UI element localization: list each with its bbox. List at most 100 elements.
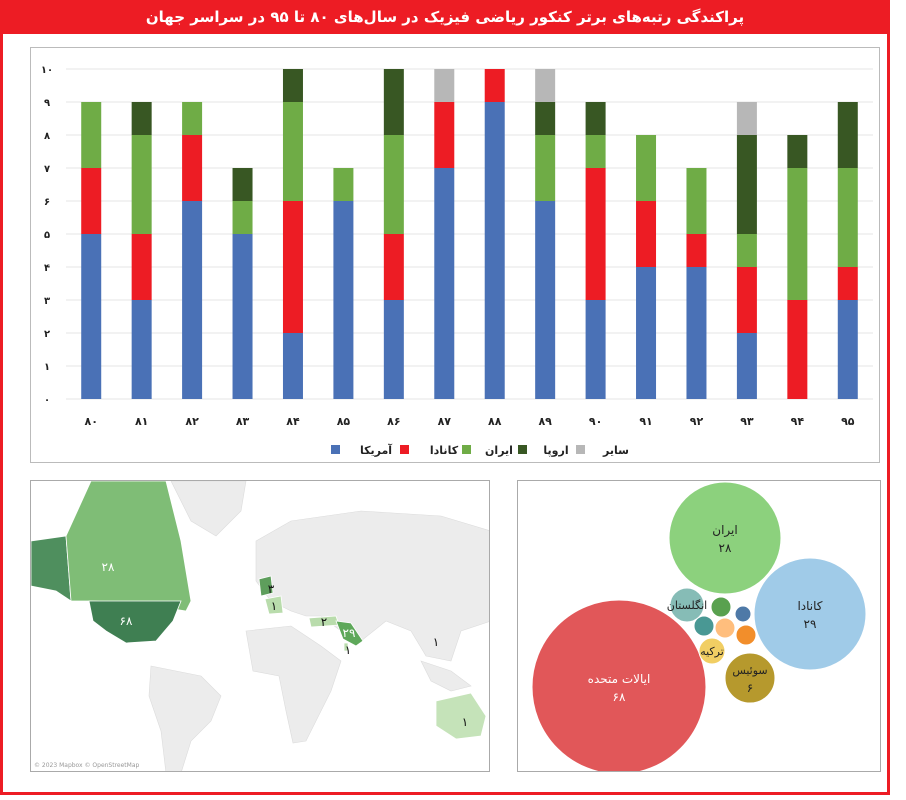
bubble [693, 615, 715, 637]
y-tick-label: ۴ [44, 263, 50, 274]
bubble [714, 617, 736, 639]
page-title: پراکندگی رتبه‌های برتر کنکور ریاضی فیزیک… [0, 0, 890, 34]
bar-segment [131, 300, 152, 399]
map-south-america [148, 665, 222, 771]
bar-segment [636, 135, 657, 201]
map-canada [65, 481, 192, 612]
y-tick-label: ۸ [44, 131, 50, 142]
bar-segment [585, 300, 606, 399]
map-southeast-asia [420, 660, 472, 692]
map-europe-asia [255, 510, 489, 662]
map-alaska [31, 535, 72, 602]
bar-segment [131, 135, 152, 234]
bar-segment [383, 69, 404, 135]
bar-segment [333, 168, 354, 201]
bar-segment [736, 135, 757, 234]
y-tick-label: ۲ [44, 329, 50, 340]
legend-label: اروپا [543, 444, 568, 457]
world-map-panel: ۲۸ ۶۸ ۳ ۱ ۲ ۲۹ ۱ ۱ ۱ © 2023 Mapbox © OpenStreetM… [30, 480, 490, 772]
bar-segment [585, 102, 606, 135]
map-africa [245, 625, 342, 744]
map-france [264, 595, 284, 615]
map-label-uk: ۳ [268, 582, 275, 596]
legend-swatch [331, 445, 340, 454]
bubble [669, 587, 705, 623]
y-tick-label: ۹ [44, 98, 50, 109]
y-tick-label: ۳ [44, 296, 50, 307]
y-tick-label: ۵ [44, 230, 50, 241]
bar-segment [383, 135, 404, 234]
map-label-canada: ۲۸ [102, 560, 115, 574]
map-usa [88, 600, 182, 644]
bubble [710, 596, 732, 618]
x-tick-label: ۹۲ [690, 415, 704, 428]
bar-segment [81, 168, 102, 234]
bar-segment [131, 234, 152, 300]
bar-segment [686, 234, 707, 267]
x-tick-label: ۹۵ [841, 415, 855, 428]
x-tick-label: ۸۹ [538, 415, 552, 428]
bar-segment [535, 135, 556, 201]
stacked-bar-chart-panel: ۰ ۱ ۲ ۳ ۴ ۵ ۶ ۷ ۸ ۹ ۱۰ ۸۰ ۸۱ ۸۲ ۸۳ ۸۴ ۸۵ ۸۶ ۸۷ ۸۸ ۸۹ ۹۰ ۹۱ ۹۲ ۹۳… [30, 47, 880, 463]
x-tick-label: ۸۸ [488, 415, 502, 428]
legend-swatch [462, 445, 471, 454]
x-tick-label: ۹۴ [791, 415, 805, 428]
bubble [753, 557, 867, 671]
bar-segment [282, 201, 303, 333]
bar-segment [686, 267, 707, 399]
x-tick-label: ۸۱ [135, 415, 148, 428]
map-label-china: ۱ [433, 635, 439, 649]
map-iran [335, 620, 364, 647]
bar-segment [282, 333, 303, 399]
bubble-value: ۶۸ [613, 690, 626, 704]
x-tick-label: ۸۶ [387, 415, 400, 428]
bubble-label: ترکیه [700, 645, 724, 658]
bubble-value: ۲۹ [804, 617, 817, 631]
bubble-label: ایالات متحده [588, 672, 651, 686]
bar-segment [535, 201, 556, 399]
map-label-iran: ۲۹ [343, 626, 356, 640]
x-tick-label: ۹۰ [589, 415, 602, 428]
bar-segment [686, 168, 707, 234]
bar-segment [434, 102, 455, 168]
map-australia [435, 692, 487, 740]
bubble [531, 599, 707, 771]
bar-segment [484, 102, 505, 399]
bubble-label: ایران [712, 523, 737, 538]
map-gulf [343, 642, 349, 652]
map-label-france: ۱ [271, 599, 277, 613]
bar-segment [837, 300, 858, 399]
page-frame [0, 0, 890, 795]
bar-segment [182, 135, 203, 201]
bar-segment [434, 69, 455, 102]
bubble-label: انگلستان [667, 599, 707, 612]
bubble [698, 637, 726, 665]
bar-segment [232, 234, 253, 399]
bubble [735, 624, 757, 646]
world-map: ۲۸ ۶۸ ۳ ۱ ۲ ۲۹ ۱ ۱ ۱ [31, 481, 489, 771]
bar-segment [837, 267, 858, 300]
bar-segment [182, 201, 203, 399]
x-tick-label: ۸۰ [85, 415, 98, 428]
bar-segment [736, 333, 757, 399]
map-label-turkey: ۲ [321, 615, 327, 629]
x-tick-label: ۸۳ [236, 415, 250, 428]
bubble-chart: ایالات متحده ۶۸ کانادا ۲۹ ایران ۲۸ سوئیس ۶ ترکیه… [531, 481, 867, 771]
bar-segment [434, 168, 455, 399]
bar-segment [787, 300, 808, 399]
y-tick-label: ۱ [44, 362, 50, 373]
bubble-value: ۲۸ [719, 541, 732, 555]
bubble-label: کانادا [797, 599, 822, 613]
bar-segment [282, 102, 303, 201]
legend-label: سایر [602, 444, 629, 457]
bar-segment [131, 102, 152, 135]
bar-segment [282, 69, 303, 102]
legend-swatch [518, 445, 527, 454]
legend-swatch [400, 445, 409, 454]
map-credit: © 2023 Mapbox © OpenStreetMap [34, 762, 140, 769]
bar-segment [585, 135, 606, 168]
x-tick-label: ۸۲ [185, 415, 199, 428]
bubble [734, 605, 752, 623]
bubble-chart-panel: ایالات متحده ۶۸ کانادا ۲۹ ایران ۲۸ سوئیس ۶ ترکیه… [517, 480, 881, 772]
bar-segment [81, 102, 102, 168]
